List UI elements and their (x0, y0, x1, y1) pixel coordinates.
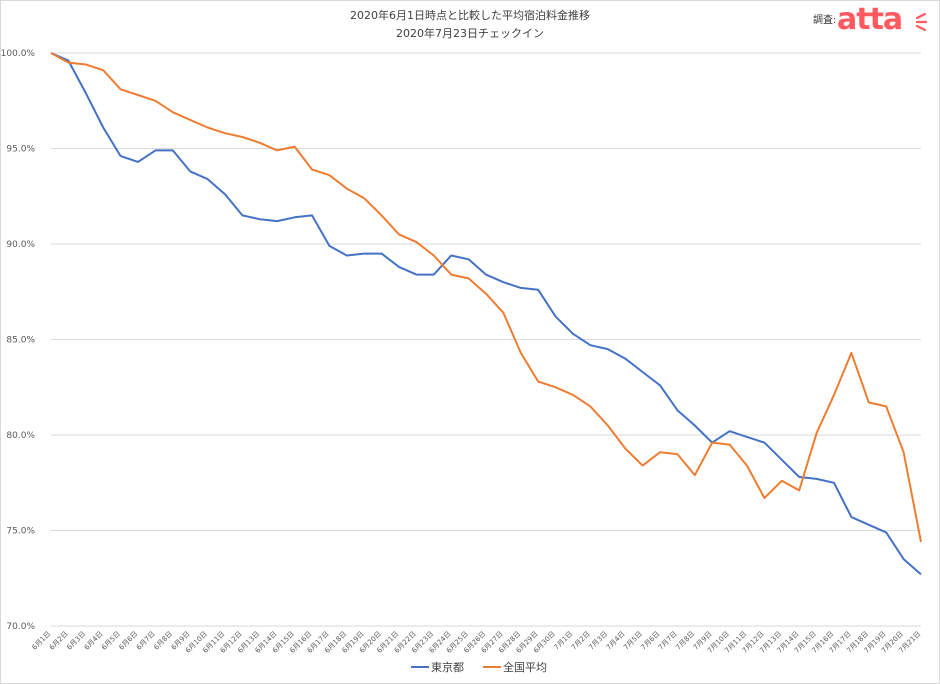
legend: 東京都 全国平均 (411, 660, 547, 674)
chart-subtitle: 2020年7月23日チェックイン (396, 26, 544, 40)
y-tick-label: 100.0% (1, 49, 35, 59)
series-line-0 (50, 52, 922, 576)
y-tick-label: 70.0% (6, 622, 35, 632)
y-tick-label: 95.0% (6, 145, 35, 155)
gridlines (51, 52, 921, 627)
y-axis: 70.0% 75.0% 80.0% 85.0% 90.0% 95.0% 100.0% (1, 49, 35, 632)
y-tick-label: 80.0% (6, 431, 35, 441)
legend-label: 東京都 (431, 660, 464, 674)
y-tick-label: 85.0% (6, 336, 35, 346)
logo-wordmark: atta (837, 2, 902, 37)
x-axis: 6月1日6月2日6月3日6月4日6月5日6月6日6月7日6月8日6月9日6月10… (31, 630, 923, 655)
credit-label: 調査: (813, 13, 836, 26)
series-lines (50, 52, 922, 576)
atta-logo: 調査: atta (813, 2, 928, 37)
logo-sparkle-icon (915, 12, 928, 32)
y-tick-label: 90.0% (6, 240, 35, 250)
chart-title: 2020年6月1日時点と比較した平均宿泊料金推移 (350, 8, 590, 22)
legend-label: 全国平均 (503, 660, 547, 674)
series-line-1 (50, 52, 922, 543)
y-tick-label: 75.0% (6, 527, 35, 537)
